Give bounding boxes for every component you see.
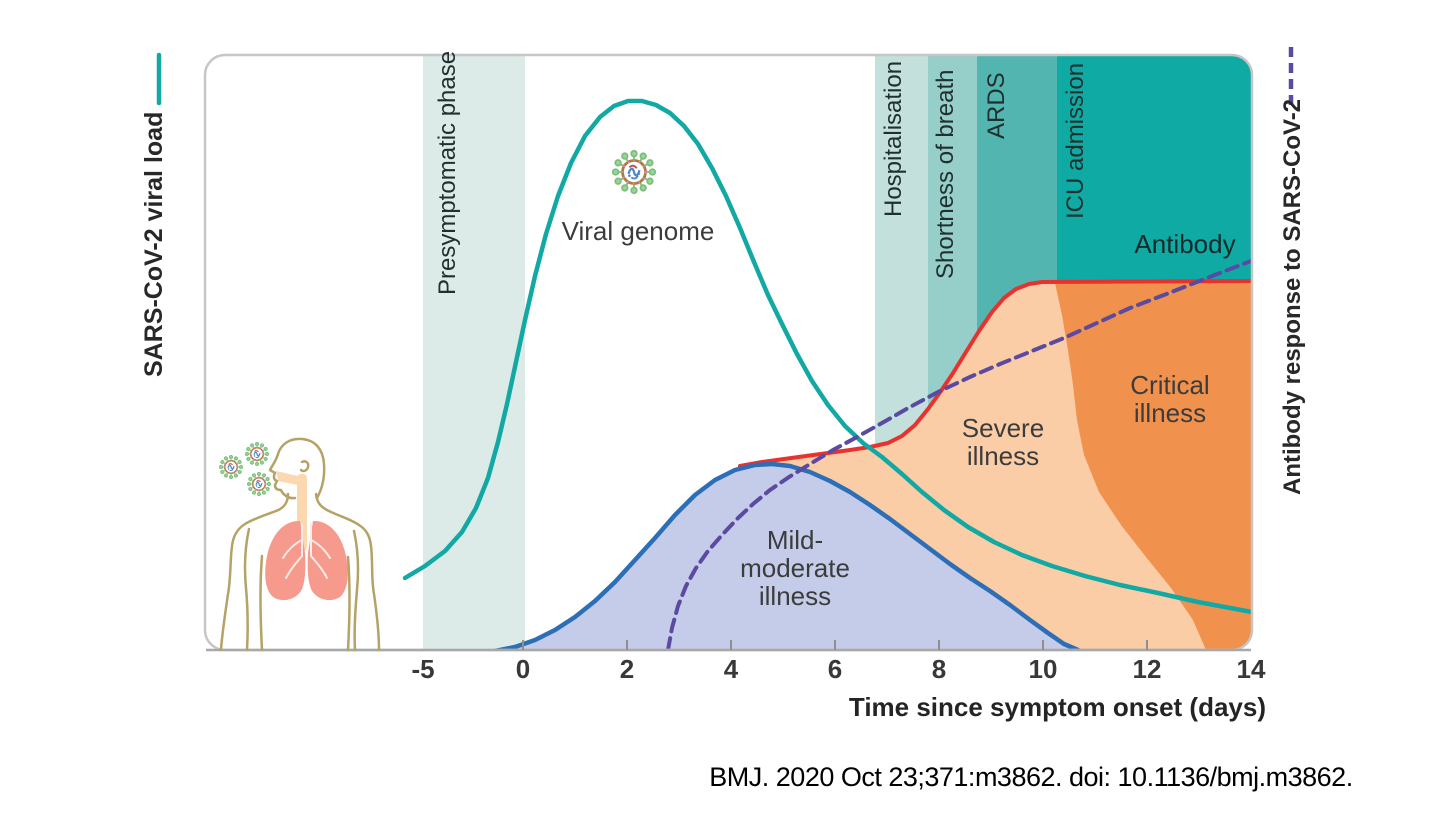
x-axis-ticks [522,640,1148,650]
severe-boundary-line [738,279,1252,468]
viral-genome-label: Viral genome [562,216,715,246]
x-tick--5: -5 [411,654,434,684]
band-label-shortness-of-breath: Shortness of breath [932,70,959,279]
mild-moderate-line [492,461,1081,650]
critical-illness-area [1055,283,1252,650]
legend-antibody: Antibody response to SARS-CoV-2 [1279,47,1306,495]
x-tick-2: 2 [620,654,634,684]
mild-moderate-area [495,464,1078,650]
arm-right-inner [352,529,360,652]
antibody-label: Antibody [1134,229,1235,259]
human-figure-illustration [219,437,381,652]
legend-viral-load: SARS-CoV-2 viral load [140,52,168,377]
critical-label-line1: Critical [1130,370,1209,400]
band-presymptomatic [423,55,525,650]
mild-label-line1: Mild- [767,525,823,555]
arm-left-inner [243,527,251,652]
band-label-ards: ARDS [983,72,1010,139]
x-tick-8: 8 [932,654,946,684]
x-tick-6: 6 [828,654,842,684]
torso-right [314,492,381,652]
mild-label-line3: illness [759,581,831,611]
ear [299,460,310,473]
chest-line-left [259,554,264,652]
head-outline [268,437,326,500]
antibody-line [666,259,1252,650]
chest-line-right [346,555,351,652]
severe-label-line2: illness [967,441,1039,471]
citation: BMJ. 2020 Oct 23;371:m3862. doi: 10.1136… [709,762,1352,792]
torso-left [219,492,290,652]
critical-label-line2: illness [1134,398,1206,428]
right-lung [307,520,348,601]
left-lung [265,520,306,601]
x-tick-10: 10 [1029,654,1058,684]
band-label-icu-admission: ICU admission [1062,63,1089,219]
x-tick-14: 14 [1237,654,1266,684]
right-axis-caption: Antibody response to SARS-CoV-2 [1279,99,1306,495]
severe-label-line1: Severe [962,413,1044,443]
viral-load-line [402,98,1252,615]
plot-area [402,55,1252,650]
band-label-hospitalisation: Hospitalisation [880,61,907,217]
x-axis-title: Time since symptom onset (days) [849,692,1266,722]
x-tick-12: 12 [1133,654,1162,684]
x-tick-0: 0 [516,654,530,684]
mild-label-line2: moderate [740,553,850,583]
left-axis-caption: SARS-CoV-2 viral load [140,112,168,377]
band-label-presymptomatic: Presymptomatic phase [434,51,461,295]
x-tick-4: 4 [724,654,739,684]
